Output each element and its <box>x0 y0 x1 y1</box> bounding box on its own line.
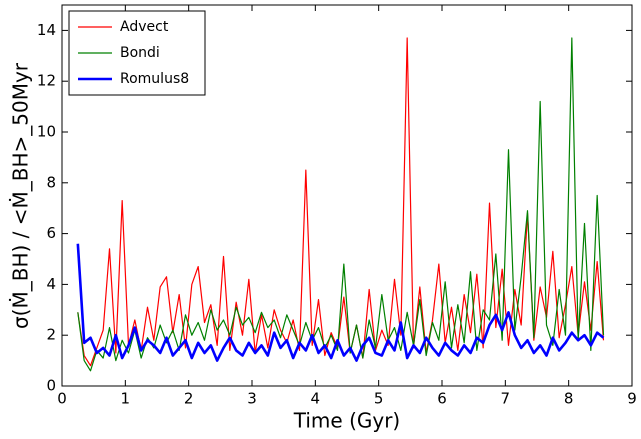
y-tick-label: 12 <box>37 72 56 90</box>
x-tick-label: 7 <box>501 390 511 408</box>
line-series <box>76 243 605 362</box>
y-tick-label: 14 <box>37 21 56 39</box>
y-tick-label: 8 <box>46 173 56 191</box>
y-tick-label: 10 <box>37 123 56 141</box>
x-tick-label: 1 <box>121 390 131 408</box>
line-series <box>77 37 605 367</box>
x-tick-label: 6 <box>437 390 447 408</box>
y-tick-label: 6 <box>46 224 56 242</box>
x-tick-label: 8 <box>564 390 574 408</box>
x-tick-label: 0 <box>57 390 67 408</box>
y-tick-label: 2 <box>46 326 56 344</box>
x-axis-label: Time (Gyr) <box>293 409 400 433</box>
plot-frame <box>61 4 633 387</box>
legend-text: Bondi <box>120 45 160 61</box>
x-tick-label: 4 <box>311 390 321 408</box>
x-tick-label: 3 <box>247 390 257 408</box>
x-tick-label: 5 <box>374 390 384 408</box>
x-tick-label: 2 <box>184 390 194 408</box>
legend-text: Advect <box>120 19 169 35</box>
x-tick-label: 9 <box>627 390 637 408</box>
legend-text: Romulus8 <box>120 71 189 87</box>
y-tick-label: 4 <box>46 275 56 293</box>
legend: Advect Bondi Romulus8 <box>68 10 206 96</box>
y-axis-label: σ(Ṁ_BH) / <Ṁ_BH>_50Myr <box>9 62 33 329</box>
y-tick-label: 0 <box>46 377 56 395</box>
